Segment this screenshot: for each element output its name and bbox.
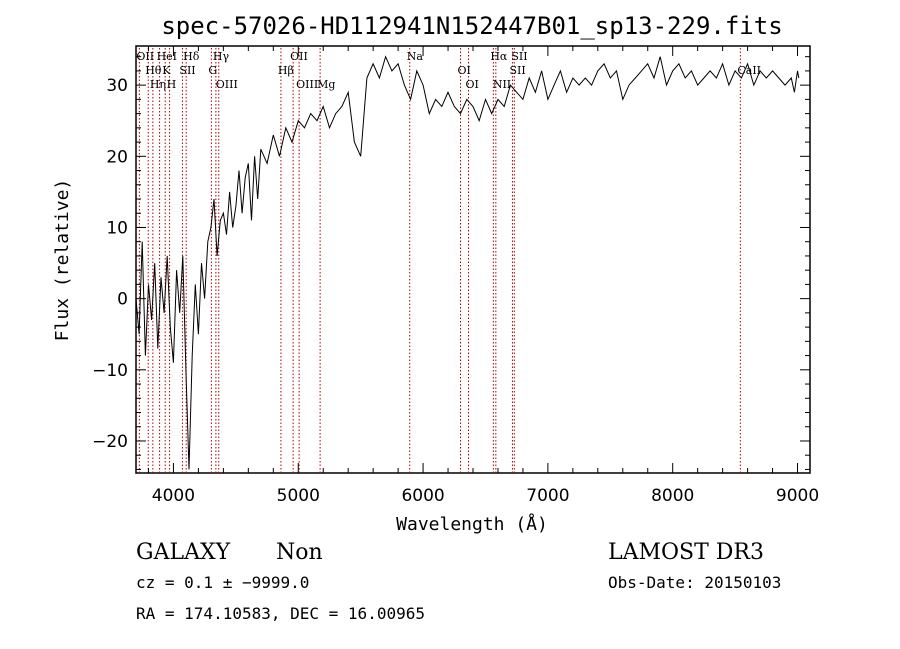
spectrum-line xyxy=(135,55,800,470)
emission-line-label: OII xyxy=(290,50,308,63)
x-tick-label: 6000 xyxy=(401,486,444,506)
redshift-line: cz = 0.1 ± −9999.0 xyxy=(136,573,309,592)
emission-line-label: Hθ xyxy=(145,64,162,77)
x-tick-label: 8000 xyxy=(651,486,694,506)
chart-title: spec-57026-HD112941N152447B01_sp13-229.f… xyxy=(161,12,782,40)
emission-line-label: Hδ xyxy=(183,50,200,63)
emission-line-label: Hβ xyxy=(278,64,294,77)
emission-line-label: SII xyxy=(511,50,527,63)
emission-line-label: NII xyxy=(493,78,511,91)
x-tick-label: 5000 xyxy=(277,486,320,506)
x-tick-label: 7000 xyxy=(526,486,569,506)
object-class: GALAXY xyxy=(136,540,231,565)
y-tick-label: 10 xyxy=(106,218,128,238)
emission-line-label: SII xyxy=(179,64,195,77)
y-tick-label: 20 xyxy=(106,147,128,167)
emission-line-label: H xyxy=(167,78,177,91)
x-tick-label: 9000 xyxy=(776,486,819,506)
emission-line-label: OIII xyxy=(296,78,318,91)
emission-line-label: OII xyxy=(136,50,154,63)
coordinates-line: RA = 174.10583, DEC = 16.00965 xyxy=(136,604,425,623)
emission-line-label: Hα xyxy=(490,50,508,63)
y-tick-label: 0 xyxy=(117,290,128,310)
emission-line-label: Na xyxy=(407,50,424,63)
plot-frame xyxy=(135,45,811,474)
emission-line-labels: OIIHθHηHeIKHHδSIIOIIIHγGOIIIOIIHβMgNaOIO… xyxy=(136,50,761,91)
object-subclass: Non xyxy=(276,540,323,565)
emission-line-label: OIII xyxy=(216,78,238,91)
emission-line-label: Hγ xyxy=(213,50,230,63)
emission-line-label: G xyxy=(208,64,217,77)
plot-area: OIIHθHηHeIKHHδSIIOIIIHγGOIIIOIIHβMgNaOIO… xyxy=(92,45,819,506)
y-axis-ticks: −20 −10 0 10 20 30 xyxy=(92,56,810,470)
y-tick-label: −20 xyxy=(92,432,128,452)
emission-line-label: SII xyxy=(509,64,525,77)
survey-label: LAMOST DR3 xyxy=(608,540,764,565)
y-axis-label: Flux (relative) xyxy=(52,179,73,342)
emission-line-label: Hη xyxy=(150,78,166,91)
emission-line-label: OI xyxy=(466,78,479,91)
obs-date: Obs-Date: 20150103 xyxy=(608,573,781,592)
y-tick-label: 30 xyxy=(106,76,128,96)
emission-line-label: OI xyxy=(458,64,471,77)
y-tick-label: −10 xyxy=(92,361,128,381)
emission-line-label: HeI xyxy=(157,50,177,63)
footer-info: GALAXY Non cz = 0.1 ± −9999.0 RA = 174.1… xyxy=(136,540,781,623)
emission-line-label: K xyxy=(162,64,171,77)
x-axis-ticks: 4000 5000 6000 7000 8000 9000 xyxy=(147,46,819,506)
emission-line-label: Mg xyxy=(317,78,335,91)
x-axis-label: Wavelength (Å) xyxy=(396,513,548,535)
x-tick-label: 4000 xyxy=(152,486,195,506)
emission-lines xyxy=(138,48,741,473)
